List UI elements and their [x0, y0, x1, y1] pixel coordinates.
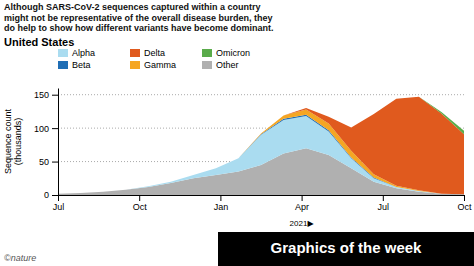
subtitle: United States	[4, 36, 74, 48]
y-axis-label-line: (thousands)	[13, 118, 23, 166]
area	[58, 97, 464, 195]
title-line: might not be representative of the overa…	[4, 13, 273, 23]
y-tick-label: 0	[44, 190, 49, 200]
legend-item: Omicron	[202, 48, 250, 58]
title-line: do help to show how different variants h…	[4, 23, 274, 33]
legend-label: Omicron	[216, 48, 250, 58]
footer-bar	[218, 232, 474, 266]
plot-area	[58, 97, 464, 195]
legend-label: Beta	[72, 60, 91, 70]
title: Although SARS-CoV-2 sequences captured w…	[4, 2, 274, 33]
source: ©nature	[4, 253, 36, 263]
legend-item: Beta	[58, 60, 91, 70]
legend-swatch	[130, 61, 140, 69]
title-line: Although SARS-CoV-2 sequences captured w…	[4, 2, 261, 12]
y-tick: 150	[34, 90, 58, 100]
x-tick-label: Oct	[457, 202, 472, 212]
x-tick-label: Jul	[378, 202, 390, 212]
x-tick-mark	[302, 195, 303, 201]
y-axis-line	[58, 89, 59, 196]
legend-label: Other	[216, 60, 239, 70]
legend-swatch	[202, 49, 212, 57]
legend-swatch	[130, 49, 140, 57]
x-tick: Oct	[133, 195, 148, 212]
y-tick: 100	[34, 124, 58, 134]
y-tick-mark	[52, 162, 58, 163]
x-tick: Jul	[53, 195, 65, 212]
x-tick: Oct	[457, 195, 472, 212]
y-tick-label: 50	[39, 157, 49, 167]
x-tick-label: Oct	[133, 202, 148, 212]
y-tick-label: 150	[34, 90, 49, 100]
x-tick-mark	[383, 195, 384, 201]
legend-item: Other	[202, 60, 239, 70]
legend-item: Alpha	[58, 48, 95, 58]
grid	[58, 95, 464, 195]
annotation: 2021▶	[290, 219, 315, 228]
legend-label: Alpha	[72, 48, 95, 58]
footer: Graphics of the week	[271, 239, 423, 256]
x-axis-line	[59, 195, 465, 196]
grid-line	[58, 94, 464, 95]
y-axis-label-line: Sequence count	[3, 108, 13, 174]
y-axis: 0 50 100 150	[34, 89, 59, 201]
y-tick-mark	[52, 95, 58, 96]
x-tick-mark	[139, 195, 140, 201]
legend-label: Delta	[144, 48, 165, 58]
legend-swatch	[58, 49, 68, 57]
legend-item: Gamma	[130, 60, 176, 70]
x-tick: Jul	[378, 195, 390, 212]
area	[58, 97, 464, 194]
legend-swatch	[58, 61, 68, 69]
chart: Although SARS-CoV-2 sequences captured w…	[0, 0, 474, 266]
y-tick-label: 100	[34, 124, 49, 134]
x-axis: Jul Oct Jan Apr Jul Oct	[53, 195, 472, 212]
x-tick-mark	[464, 195, 465, 201]
x-tick: Apr	[295, 195, 309, 212]
legend: Alpha Beta Delta Gamma Omicron Other	[58, 48, 250, 70]
y-tick-mark	[52, 128, 58, 129]
y-axis-label: Sequence count(thousands)	[3, 108, 23, 174]
legend-item: Delta	[130, 48, 165, 58]
legend-swatch	[202, 61, 212, 69]
y-tick: 0	[44, 190, 58, 200]
y-tick-mark	[52, 195, 58, 196]
x-tick-label: Jul	[53, 202, 65, 212]
x-tick: Jan	[214, 195, 229, 212]
x-tick-label: Apr	[295, 202, 309, 212]
x-tick-mark	[220, 195, 221, 201]
x-tick-mark	[58, 195, 59, 201]
x-tick-label: Jan	[214, 202, 229, 212]
legend-label: Gamma	[144, 60, 176, 70]
y-tick: 50	[39, 157, 58, 167]
